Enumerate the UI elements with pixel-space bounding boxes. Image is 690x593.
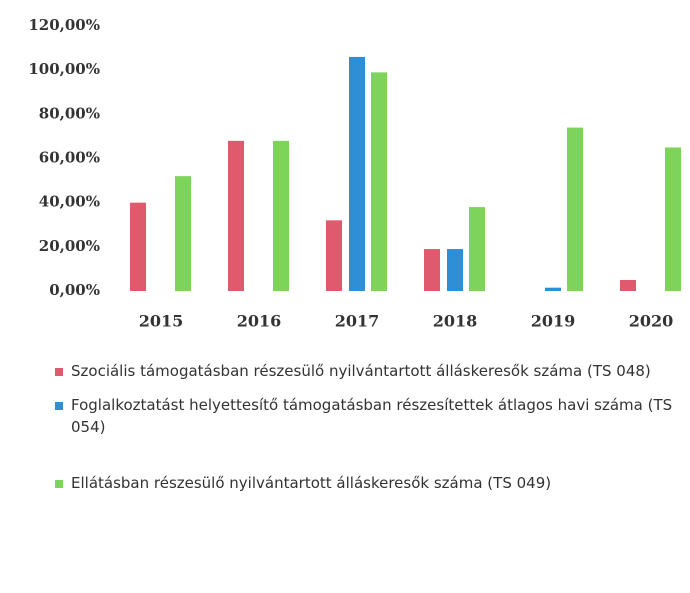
legend-label: Foglalkoztatást helyettesítő támogatásba… [71,396,673,436]
x-tick-label: 2020 [629,312,674,331]
legend-entry: Foglalkoztatást helyettesítő támogatásba… [55,394,685,438]
bar [545,287,561,291]
legend-entry: Szociális támogatásban részesülő nyilván… [55,360,685,382]
y-tick-label: 80,00% [39,104,100,122]
x-tick-label: 2017 [335,312,380,331]
legend-swatch [55,402,63,410]
y-tick-label: 60,00% [39,149,100,167]
bar [371,72,387,291]
y-tick-label: 100,00% [28,60,100,78]
bar [620,279,636,291]
legend-entry: Ellátásban részesülő nyilvántartott állá… [55,472,685,494]
x-tick-label: 2016 [237,312,282,331]
y-tick-label: 0,00% [49,281,100,299]
legend-label: Szociális támogatásban részesülő nyilván… [71,362,651,380]
bar [349,56,365,291]
x-tick-label: 2019 [531,312,576,331]
legend-label: Ellátásban részesülő nyilvántartott állá… [71,474,552,492]
bar [273,140,289,291]
bar [130,202,146,291]
y-tick-label: 20,00% [39,237,100,255]
x-tick-label: 2018 [433,312,478,331]
legend-swatch [55,368,63,376]
bar [228,140,244,291]
y-tick-label: 120,00% [28,16,100,34]
bar [175,176,191,291]
bar [326,220,342,291]
x-tick-label: 2015 [139,312,184,331]
bar [424,249,440,291]
legend: Szociális támogatásban részesülő nyilván… [55,360,685,506]
bar [567,127,583,291]
legend-swatch [55,480,63,488]
bar [665,147,681,291]
y-tick-label: 40,00% [39,193,100,211]
bar [447,249,463,291]
chart: 0,00% 20,00% 40,00% 60,00% 80,00% 100,00% 120,… [28,16,681,331]
bar [469,207,485,291]
